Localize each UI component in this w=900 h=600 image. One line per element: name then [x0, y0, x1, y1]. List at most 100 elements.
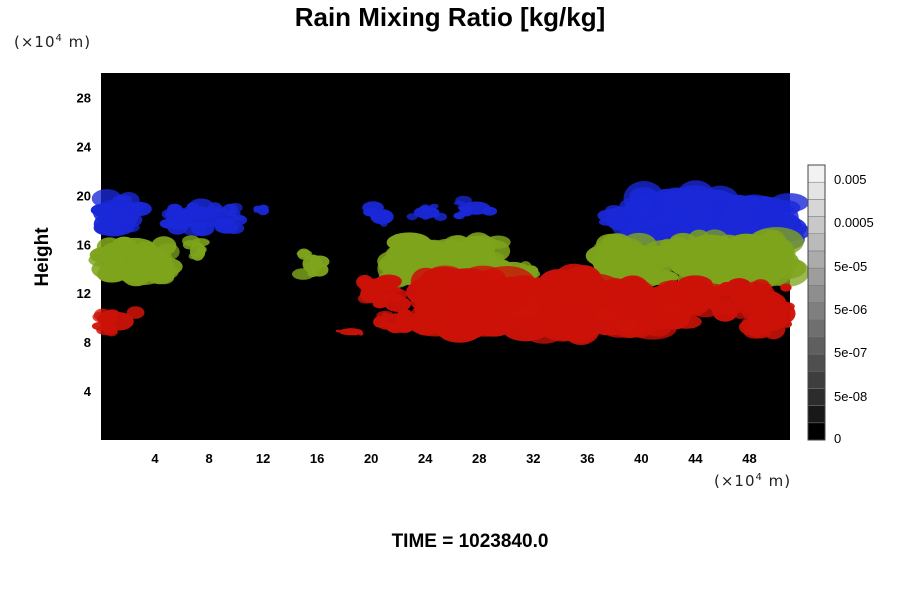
colorbar-label: 0.0005: [834, 215, 874, 230]
blob-cell: [716, 304, 738, 316]
colorbar-segment: [807, 216, 826, 234]
colorbar-segment: [807, 199, 826, 217]
blob-cell: [123, 266, 163, 286]
data-blob: [159, 198, 248, 237]
data-blob: [356, 274, 412, 312]
blob-cell: [103, 242, 125, 253]
blob-cell: [191, 238, 210, 247]
blob-cell: [228, 202, 243, 213]
blob-cell: [421, 215, 429, 220]
blob-cell: [690, 239, 719, 253]
blob-cell: [663, 279, 682, 292]
blob-cell: [135, 241, 157, 254]
blob-cell: [773, 303, 796, 324]
colorbar-frame: [807, 164, 826, 441]
blob-cell: [131, 201, 144, 212]
y-tick-label: 4: [84, 384, 92, 399]
blob-cell: [692, 304, 718, 318]
blob-cell: [770, 193, 809, 213]
colorbar-segment: [807, 353, 826, 372]
blob-cell: [453, 200, 466, 206]
colorbar-label: 5e-05: [834, 259, 867, 274]
y-unit-exponent: 4: [55, 33, 63, 44]
blob-cell: [209, 211, 219, 218]
blob-cell: [607, 290, 653, 320]
x-tick-label: 20: [364, 451, 378, 466]
blob-cell: [672, 189, 715, 219]
blob-cell: [540, 295, 566, 313]
colorbar-label: 5e-07: [834, 345, 867, 360]
data-blob: [91, 306, 145, 337]
plot-area: [88, 73, 811, 440]
blob-cell: [212, 205, 226, 213]
blob-cell: [717, 209, 760, 240]
x-tick-label: 16: [310, 451, 324, 466]
blob-cell: [410, 293, 442, 311]
y-tick-label: 12: [77, 286, 91, 301]
colorbar-label: 5e-06: [834, 302, 867, 317]
colorbar-segment: [807, 371, 826, 389]
blob-cell: [419, 204, 432, 214]
colorbar-segment: [807, 336, 826, 355]
blob-cell: [350, 331, 359, 336]
colorbar-segment: [807, 181, 826, 200]
blob-cell: [357, 330, 364, 335]
blob-cell: [633, 196, 655, 210]
colorbar-segment: [807, 319, 826, 338]
blob-cell: [663, 288, 679, 297]
blob-cell: [406, 213, 418, 221]
blob-cell: [117, 222, 140, 233]
data-blob: [335, 328, 364, 336]
colorbar-segment: [807, 302, 826, 320]
blob-cell: [410, 267, 441, 296]
data-blob: [373, 309, 421, 334]
data-blob: [182, 235, 210, 261]
colorbar-label: 0: [834, 431, 841, 446]
blob-cell: [553, 267, 603, 294]
blob-cell: [359, 281, 373, 292]
blob-cell: [292, 268, 315, 280]
blob-cell: [196, 245, 207, 254]
blob-cell: [710, 288, 727, 297]
colorbar: 0.005 0.0005 5e-05 5e-06 5e-07 5e-08 0: [807, 164, 874, 446]
y-tick-label: 16: [77, 237, 91, 252]
colorbar-segment: [807, 233, 826, 252]
chart-title: Rain Mixing Ratio [kg/kg]: [294, 2, 606, 32]
x-tick-label: 32: [526, 451, 540, 466]
blob-cell: [380, 221, 388, 227]
blob-cell: [429, 203, 439, 209]
blob-cell: [309, 263, 329, 277]
data-blob: [253, 204, 269, 216]
blob-cell: [749, 226, 804, 257]
blob-cell: [259, 204, 269, 211]
time-label: TIME = 1023840.0: [391, 531, 549, 552]
blob-cell: [182, 221, 207, 237]
y-unit-prefix: (×10: [14, 33, 56, 51]
blob-cell: [746, 326, 761, 333]
data-blob: [88, 236, 183, 287]
blob-cell: [397, 246, 425, 273]
data-blob: [406, 203, 447, 221]
blob-cell: [100, 321, 116, 332]
blob-cell: [394, 314, 406, 324]
blob-cell: [372, 299, 388, 309]
x-tick-label: 36: [580, 451, 594, 466]
colorbar-segment: [807, 164, 826, 183]
data-blob: [90, 189, 152, 237]
colorbar-label: 0.005: [834, 172, 867, 187]
blob-cell: [593, 254, 624, 274]
blob-cell: [605, 205, 624, 216]
blob-cell: [357, 293, 374, 304]
blob-cell: [729, 288, 752, 306]
blob-cell: [663, 305, 680, 314]
blob-cell: [387, 296, 397, 303]
blob-cell: [164, 207, 191, 222]
blob-cell: [780, 283, 792, 292]
blob-cell: [687, 281, 710, 302]
colorbar-segment: [807, 405, 826, 424]
colorbar-segment: [807, 250, 826, 269]
blob-cell: [253, 205, 262, 212]
x-tick-label: 24: [418, 451, 433, 466]
x-unit-prefix: (×10: [714, 472, 756, 490]
blob-cell: [92, 311, 113, 323]
